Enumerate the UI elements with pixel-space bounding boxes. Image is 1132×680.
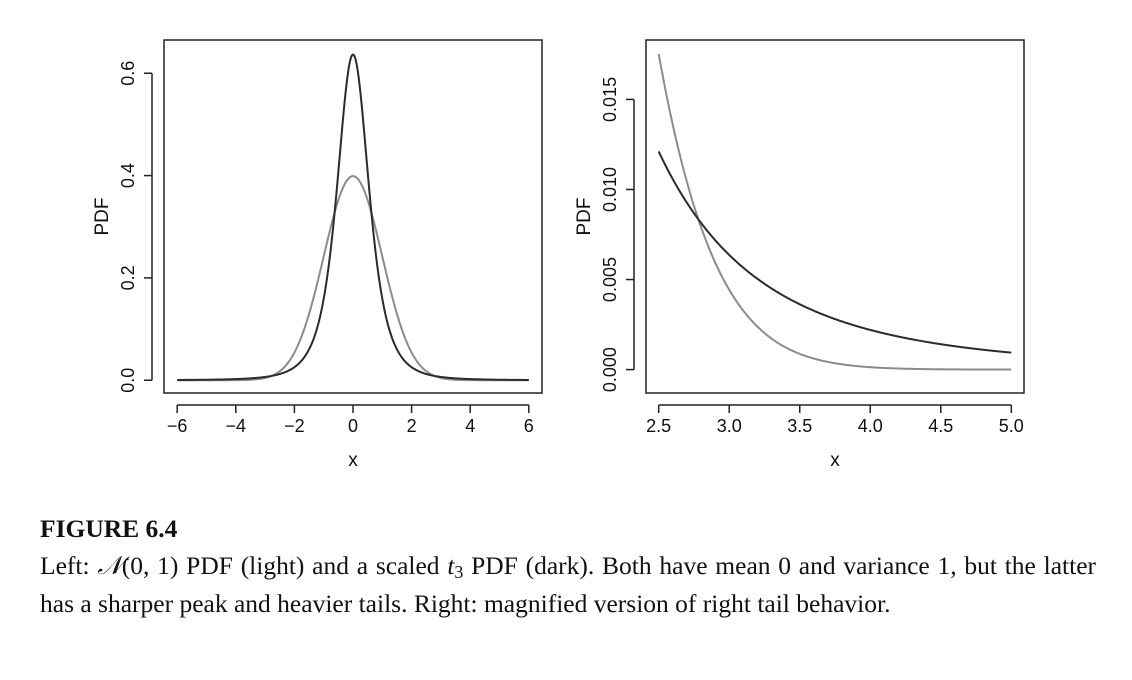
- caption-text-1: Left:: [40, 551, 98, 580]
- caption-text-2: PDF (light) and a scaled: [178, 551, 448, 580]
- right-plot-frame: [645, 39, 1025, 394]
- left-x-tick-label: 0: [348, 416, 358, 436]
- right-x-axis-label: x: [830, 450, 840, 471]
- left-normal-pdf-curve: [177, 175, 529, 382]
- left-plot-frame: [163, 39, 543, 394]
- normal-distribution-symbol: 𝒩: [97, 551, 122, 581]
- right-x-tick-label: 4.0: [858, 416, 883, 436]
- figure-6-4: −6 −4 −2 0 2 4 6 x 0.0 0.2 0.4 0.6 PDF 2.5 3.0 3.5 4.0 4.…: [92, 39, 1025, 471]
- right-y-tick-label: 0.010: [600, 167, 620, 212]
- right-x-tick-label: 5.0: [999, 416, 1024, 436]
- right-x-tick-label: 3.5: [787, 416, 812, 436]
- right-x-tick-label: 2.5: [646, 416, 671, 436]
- t-symbol: t: [447, 551, 455, 580]
- normal-distribution-args: (0, 1): [121, 551, 179, 580]
- figure-caption: FIGURE 6.4 Left: 𝒩(0, 1) PDF (light) and …: [40, 510, 1096, 622]
- right-normal-pdf-curve: [657, 53, 1012, 371]
- left-x-tick-label: −2: [284, 416, 305, 436]
- right-y-tick-label: 0.015: [600, 77, 620, 122]
- left-x-tick-label: 6: [524, 416, 534, 436]
- caption-text-3: PDF (dark). Both have mean 0 and varianc…: [40, 551, 1096, 618]
- left-y-tick-label: 0.4: [118, 163, 138, 188]
- t-subscript: 3: [454, 562, 464, 582]
- right-y-tick-label: 0.005: [600, 257, 620, 302]
- left-x-axis-label: x: [348, 450, 358, 471]
- figure-label: FIGURE 6.4: [40, 514, 178, 543]
- left-t3-pdf-curve: [177, 53, 529, 381]
- left-y-axis-label: PDF: [92, 198, 113, 236]
- left-x-tick-label: 2: [407, 416, 417, 436]
- left-x-tick-label: 4: [465, 416, 475, 436]
- right-y-axis-label: PDF: [574, 198, 595, 236]
- left-x-tick-label: −6: [167, 416, 188, 436]
- left-y-tick-label: 0.6: [118, 61, 138, 86]
- left-y-tick-label: 0.2: [118, 265, 138, 290]
- right-t3-pdf-curve: [657, 151, 1012, 354]
- left-x-tick-label: −4: [226, 416, 247, 436]
- right-y-tick-label: 0.000: [600, 347, 620, 392]
- left-y-tick-label: 0.0: [118, 368, 138, 393]
- right-x-tick-label: 3.0: [717, 416, 742, 436]
- right-x-tick-label: 4.5: [928, 416, 953, 436]
